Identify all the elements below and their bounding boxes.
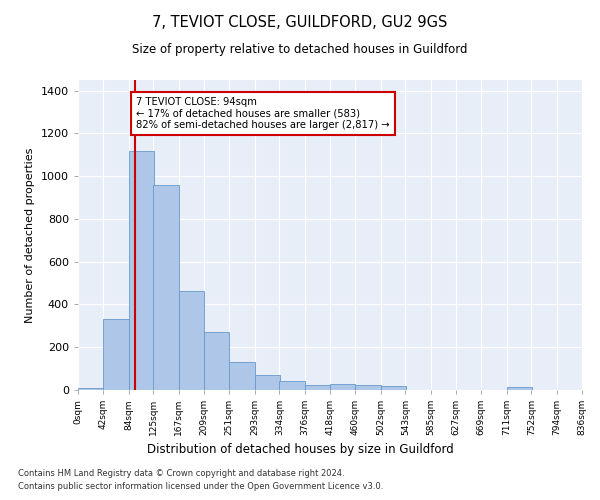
Bar — [305, 386, 330, 390]
Text: 7 TEVIOT CLOSE: 94sqm
← 17% of detached houses are smaller (583)
82% of semi-det: 7 TEVIOT CLOSE: 94sqm ← 17% of detached … — [136, 97, 390, 130]
Bar — [78, 388, 103, 390]
Text: Distribution of detached houses by size in Guildford: Distribution of detached houses by size … — [146, 442, 454, 456]
Bar — [330, 384, 355, 390]
Text: 7, TEVIOT CLOSE, GUILDFORD, GU2 9GS: 7, TEVIOT CLOSE, GUILDFORD, GU2 9GS — [152, 15, 448, 30]
Text: Contains HM Land Registry data © Crown copyright and database right 2024.: Contains HM Land Registry data © Crown c… — [18, 468, 344, 477]
Bar — [506, 388, 532, 390]
Text: Contains public sector information licensed under the Open Government Licence v3: Contains public sector information licen… — [18, 482, 383, 491]
Bar — [179, 290, 204, 390]
Text: Size of property relative to detached houses in Guildford: Size of property relative to detached ho… — [132, 42, 468, 56]
Bar — [380, 386, 406, 390]
Bar — [154, 185, 179, 390]
Bar — [355, 384, 380, 390]
Bar — [254, 375, 280, 390]
Y-axis label: Number of detached properties: Number of detached properties — [25, 148, 35, 322]
Bar — [128, 150, 154, 390]
Bar — [204, 332, 229, 390]
Bar — [229, 362, 254, 390]
Bar — [103, 320, 128, 390]
Bar — [280, 382, 305, 390]
